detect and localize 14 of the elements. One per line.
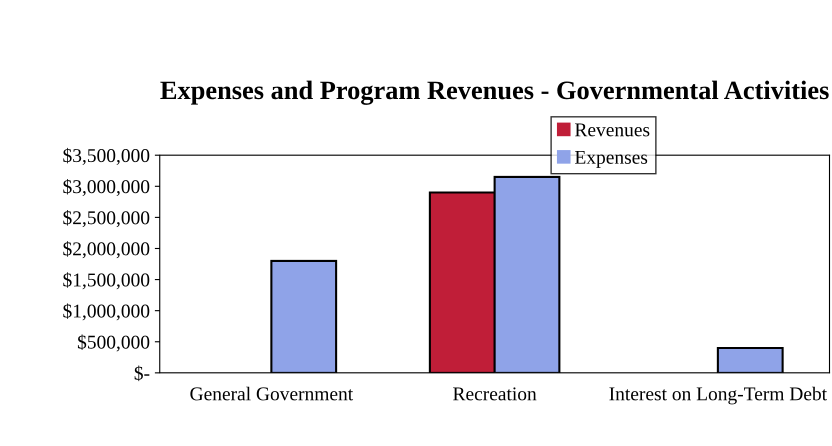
y-tick-label: $500,000 <box>78 334 150 352</box>
y-tick-label: $2,000,000 <box>63 241 150 258</box>
y-tick-label: $3,500,000 <box>63 148 150 165</box>
x-tick-label: General Government <box>190 386 354 400</box>
x-tick-label: Recreation <box>453 387 536 400</box>
chart-title: Expenses and Program Revenues - Governmental Activities <box>160 80 829 105</box>
y-tick-label: $2,500,000 <box>63 210 150 228</box>
y-tick-label: $3,000,000 <box>63 178 150 196</box>
x-tick-label: Interest on Long-Term Debt <box>609 386 827 404</box>
legend-label: Revenues <box>575 123 650 136</box>
y-tick-label: $1,000,000 <box>63 303 150 320</box>
y-tick-label: $- <box>134 366 150 382</box>
legend-label: Expenses <box>575 150 648 168</box>
y-tick-label: $1,500,000 <box>63 272 150 290</box>
